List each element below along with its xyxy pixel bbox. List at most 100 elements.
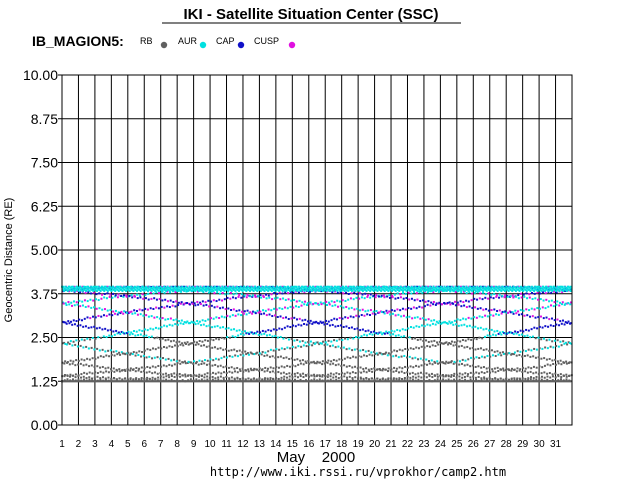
data-point — [499, 331, 502, 334]
data-point — [195, 378, 198, 381]
data-point — [413, 291, 416, 294]
data-point — [331, 288, 334, 291]
data-point — [319, 361, 322, 364]
data-point — [555, 344, 558, 347]
data-point — [260, 296, 263, 299]
data-point — [110, 368, 113, 371]
data-point — [288, 365, 291, 368]
data-point — [68, 363, 71, 366]
data-point — [120, 288, 123, 291]
data-point — [280, 372, 283, 375]
data-point — [207, 288, 210, 291]
data-point — [84, 325, 87, 328]
data-point — [430, 372, 433, 375]
data-point — [404, 328, 407, 331]
data-point — [415, 286, 418, 289]
data-point — [234, 297, 237, 300]
data-point — [170, 378, 173, 381]
data-point — [389, 369, 392, 372]
data-point — [114, 309, 117, 312]
data-point — [153, 356, 156, 359]
data-point — [548, 318, 551, 321]
x-tick-label: 7 — [158, 439, 164, 450]
data-point — [150, 335, 153, 338]
data-point — [321, 363, 324, 366]
data-point — [283, 285, 286, 288]
data-point — [352, 285, 355, 288]
data-point — [364, 350, 367, 353]
data-point — [303, 291, 306, 294]
data-point — [167, 318, 170, 321]
data-point — [287, 317, 290, 320]
data-point — [123, 368, 126, 371]
data-point — [235, 285, 238, 288]
data-point — [425, 376, 428, 379]
data-point — [296, 358, 299, 361]
data-point — [282, 371, 285, 374]
data-point — [82, 378, 85, 381]
data-point — [157, 364, 160, 367]
data-point — [484, 314, 487, 317]
data-point — [340, 289, 343, 292]
data-point — [259, 331, 262, 334]
data-point — [453, 287, 456, 290]
data-point — [86, 337, 89, 340]
data-point — [273, 292, 276, 295]
data-point — [206, 359, 209, 362]
data-point — [480, 355, 483, 358]
data-point — [466, 363, 469, 366]
data-point — [487, 288, 490, 291]
data-point — [442, 378, 445, 381]
data-point — [327, 320, 330, 323]
data-point — [66, 286, 69, 289]
data-point — [545, 298, 548, 301]
data-point — [319, 301, 322, 304]
data-point — [530, 349, 533, 352]
data-point — [87, 305, 90, 308]
data-point — [122, 331, 125, 334]
data-point — [231, 335, 234, 338]
data-point — [434, 361, 437, 364]
data-point — [268, 285, 271, 288]
data-point — [72, 374, 75, 377]
data-point — [236, 377, 239, 380]
data-point — [412, 366, 415, 369]
data-point — [267, 289, 270, 292]
data-point — [233, 377, 236, 380]
data-point — [480, 378, 483, 381]
data-point — [490, 309, 493, 312]
data-point — [333, 317, 336, 320]
data-point — [453, 372, 456, 375]
data-point — [267, 294, 270, 297]
data-point — [521, 377, 524, 380]
data-point — [395, 287, 398, 290]
data-point — [146, 286, 149, 289]
data-point — [219, 364, 222, 367]
data-point — [348, 285, 351, 288]
data-point — [293, 299, 296, 302]
data-point — [248, 286, 251, 289]
data-point — [156, 316, 159, 319]
data-point — [395, 378, 398, 381]
data-point — [286, 287, 289, 290]
data-point — [74, 376, 77, 379]
data-point — [365, 355, 368, 358]
data-point — [340, 347, 343, 350]
data-point — [315, 302, 318, 305]
data-point — [145, 288, 148, 291]
legend-label: CUSP — [254, 36, 279, 46]
data-point — [99, 378, 102, 381]
data-point — [187, 289, 190, 292]
data-point — [566, 322, 569, 325]
data-point — [358, 297, 361, 300]
data-point — [339, 285, 342, 288]
data-point — [390, 286, 393, 289]
data-point — [297, 287, 300, 290]
data-point — [324, 288, 327, 291]
data-point — [246, 352, 249, 355]
data-point — [152, 292, 155, 295]
data-point — [66, 374, 69, 377]
data-point — [238, 287, 241, 290]
data-point — [129, 369, 132, 372]
data-point — [298, 340, 301, 343]
